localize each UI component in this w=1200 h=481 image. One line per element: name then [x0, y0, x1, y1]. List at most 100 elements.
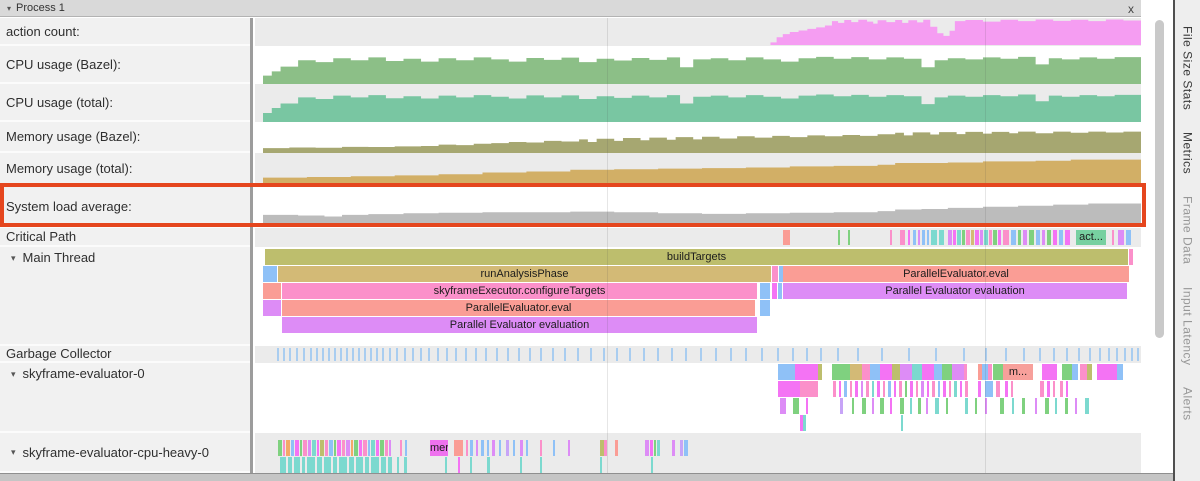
trace-slice[interactable] [772, 266, 778, 282]
expander-icon[interactable]: ▾ [11, 446, 16, 457]
trace-slice[interactable] [832, 364, 850, 380]
gc-event-tick[interactable] [730, 348, 732, 361]
trace-slice[interactable] [1005, 381, 1008, 397]
trace-slice[interactable] [308, 440, 311, 456]
gc-event-tick[interactable] [358, 348, 360, 361]
gc-event-tick[interactable] [428, 348, 430, 361]
trace-slice[interactable] [760, 300, 770, 316]
trace-slice[interactable] [397, 457, 399, 473]
trace-slice[interactable] [600, 440, 604, 456]
gc-event-tick[interactable] [1023, 348, 1025, 361]
trace-slice[interactable] [481, 440, 484, 456]
gc-event-tick[interactable] [455, 348, 457, 361]
vertical-scrollbar-thumb[interactable] [1155, 20, 1164, 338]
trace-slice[interactable] [1040, 381, 1044, 397]
gc-event-tick[interactable] [1005, 348, 1007, 361]
gc-event-tick[interactable] [296, 348, 298, 361]
trace-slice[interactable] [329, 440, 333, 456]
trace-slice[interactable] [1011, 381, 1013, 397]
trace-slice[interactable] [371, 440, 375, 456]
sidebar-tab-alerts[interactable]: Alerts [1180, 387, 1195, 421]
trace-slice[interactable] [892, 364, 900, 380]
trace-slice[interactable] [526, 440, 528, 456]
trace-slice[interactable] [916, 381, 918, 397]
trace-slice[interactable] [966, 230, 970, 245]
trace-slice[interactable] [1117, 364, 1123, 380]
trace-slice[interactable] [954, 381, 957, 397]
track-action_count[interactable] [255, 18, 1141, 46]
trace-slice[interactable] [466, 440, 468, 456]
trace-slice[interactable] [935, 398, 939, 414]
gc-event-tick[interactable] [303, 348, 305, 361]
trace-slice[interactable] [806, 398, 808, 414]
trace-slice[interactable] [942, 364, 952, 380]
trace-slice[interactable] [910, 398, 912, 414]
gc-event-tick[interactable] [382, 348, 384, 361]
track-main_thread[interactable]: buildTargets runAnalysisPhase ParallelEval… [255, 247, 1141, 346]
gc-event-tick[interactable] [475, 348, 477, 361]
gc-event-tick[interactable] [745, 348, 747, 361]
trace-slice[interactable] [1000, 398, 1004, 414]
gc-event-tick[interactable] [1066, 348, 1068, 361]
trace-slice[interactable] [922, 364, 934, 380]
trace-slice[interactable] [400, 440, 402, 456]
trace-slice[interactable] [793, 398, 799, 414]
gc-event-tick[interactable] [496, 348, 498, 361]
trace-slice[interactable] [317, 457, 322, 473]
trace-slice[interactable] [866, 381, 869, 397]
sidebar-tab-metrics[interactable]: Metrics [1180, 132, 1195, 175]
trace-slice[interactable] [1080, 364, 1087, 380]
trace-slice[interactable] [1072, 364, 1078, 380]
gc-event-tick[interactable] [857, 348, 859, 361]
gc-event-tick[interactable] [420, 348, 422, 361]
trace-slice-act-[interactable]: act... [1076, 230, 1106, 245]
trace-slice[interactable] [803, 415, 806, 431]
trace-slice[interactable] [307, 457, 315, 473]
trace-slice[interactable] [927, 230, 929, 245]
track-mem_bazel[interactable] [255, 122, 1141, 153]
trace-slice[interactable] [354, 440, 358, 456]
trace-slice[interactable] [1053, 230, 1057, 245]
gc-event-tick[interactable] [322, 348, 324, 361]
trace-slice[interactable] [1055, 398, 1057, 414]
gc-event-tick[interactable] [289, 348, 291, 361]
trace-slice[interactable] [960, 381, 962, 397]
trace-slice[interactable] [324, 457, 331, 473]
trace-slice[interactable] [938, 381, 940, 397]
trace-slice[interactable] [325, 440, 328, 456]
gc-event-tick[interactable] [908, 348, 910, 361]
track-skyframe_evaluator_0[interactable]: m... [255, 363, 1141, 433]
gc-event-tick[interactable] [396, 348, 398, 361]
trace-slice[interactable] [368, 440, 370, 456]
trace-slice[interactable] [365, 457, 369, 473]
gc-event-tick[interactable] [1089, 348, 1091, 361]
trace-slice[interactable] [1053, 381, 1055, 397]
trace-slice[interactable] [901, 415, 903, 431]
gc-event-tick[interactable] [1099, 348, 1101, 361]
trace-slice[interactable] [908, 230, 910, 245]
trace-slice[interactable] [852, 398, 854, 414]
trace-slice[interactable] [862, 364, 870, 380]
gc-event-tick[interactable] [1124, 348, 1126, 361]
gc-event-tick[interactable] [437, 348, 439, 361]
trace-slice[interactable] [943, 381, 946, 397]
trace-slice[interactable] [844, 381, 847, 397]
trace-slice[interactable] [363, 440, 367, 456]
trace-slice[interactable] [918, 398, 921, 414]
gc-event-tick[interactable] [935, 348, 937, 361]
trace-slice[interactable] [952, 364, 964, 380]
trace-slice[interactable] [855, 381, 858, 397]
trace-slice[interactable] [965, 398, 968, 414]
trace-slice[interactable] [934, 364, 942, 380]
trace-slice[interactable] [918, 230, 920, 245]
trace-slice[interactable] [320, 440, 324, 456]
trace-slice[interactable] [975, 398, 977, 414]
gc-event-tick[interactable] [465, 348, 467, 361]
trace-slice[interactable] [948, 230, 952, 245]
sidebar-tab-file-size-stats[interactable]: File Size Stats [1180, 26, 1195, 111]
track-garbage_collector[interactable] [255, 346, 1141, 363]
trace-slice[interactable] [487, 457, 490, 473]
trace-slice[interactable] [993, 364, 1003, 380]
sidebar-tab-frame-data[interactable]: Frame Data [1180, 196, 1195, 265]
trace-slice[interactable] [962, 230, 965, 245]
